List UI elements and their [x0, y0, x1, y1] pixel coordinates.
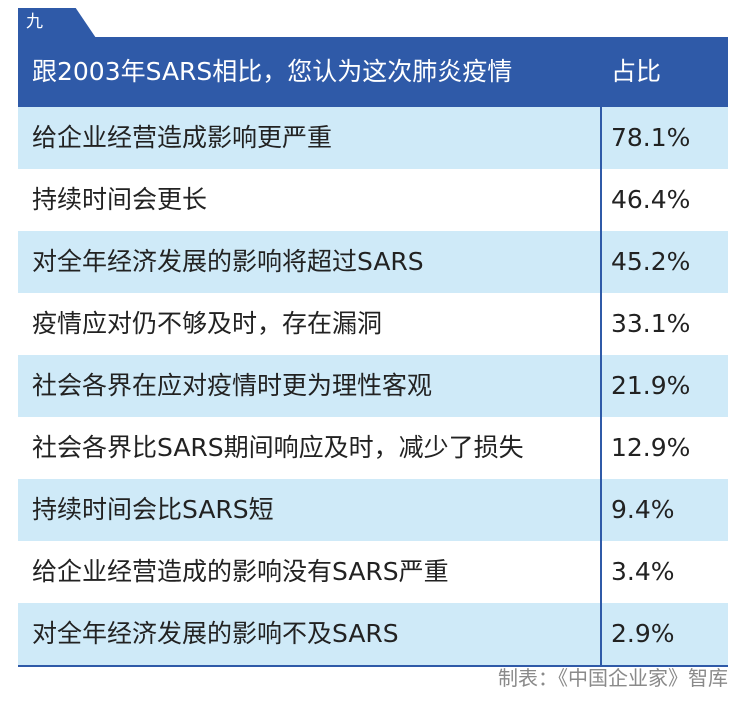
row-label: 疫情应对仍不够及时，存在漏洞 — [32, 309, 383, 338]
row-label: 持续时间会比SARS短 — [32, 495, 274, 524]
table-row: 疫情应对仍不够及时，存在漏洞 33.1% — [18, 293, 728, 355]
table-row: 持续时间会比SARS短 9.4% — [18, 479, 728, 541]
table-row: 给企业经营造成影响更严重 78.1% — [18, 107, 728, 169]
table-row: 持续时间会更长 46.4% — [18, 169, 728, 231]
header-value: 占比 — [611, 57, 662, 86]
row-label: 持续时间会更长 — [32, 185, 208, 214]
row-label: 对全年经济发展的影响不及SARS — [32, 619, 399, 648]
table-header: 跟2003年SARS相比，您认为这次肺炎疫情 占比 — [18, 37, 728, 107]
row-value: 9.4% — [611, 495, 675, 524]
column-divider — [600, 107, 602, 665]
table-row: 对全年经济发展的影响将超过SARS 45.2% — [18, 231, 728, 293]
row-value: 33.1% — [611, 309, 691, 338]
row-value: 78.1% — [611, 123, 691, 152]
source-credit: 制表：《中国企业家》智库 — [498, 666, 728, 690]
row-value: 12.9% — [611, 433, 691, 462]
table-row: 对全年经济发展的影响不及SARS 2.9% — [18, 603, 728, 665]
row-value: 21.9% — [611, 371, 691, 400]
survey-table: 跟2003年SARS相比，您认为这次肺炎疫情 占比 给企业经营造成影响更严重 7… — [18, 37, 728, 667]
row-value: 3.4% — [611, 557, 675, 586]
row-value: 2.9% — [611, 619, 675, 648]
table-row: 社会各界在应对疫情时更为理性客观 21.9% — [18, 355, 728, 417]
row-label: 社会各界在应对疫情时更为理性客观 — [32, 371, 433, 400]
table-row: 给企业经营造成的影响没有SARS严重 3.4% — [18, 541, 728, 603]
row-label: 对全年经济发展的影响将超过SARS — [32, 247, 424, 276]
section-number-tab: 九 — [18, 8, 96, 38]
row-label: 给企业经营造成影响更严重 — [32, 123, 333, 152]
row-value: 45.2% — [611, 247, 691, 276]
row-label: 社会各界比SARS期间响应及时，减少了损失 — [32, 433, 524, 462]
header-question: 跟2003年SARS相比，您认为这次肺炎疫情 — [32, 57, 513, 86]
row-value: 46.4% — [611, 185, 691, 214]
table-body: 给企业经营造成影响更严重 78.1% 持续时间会更长 46.4% 对全年经济发展… — [18, 107, 728, 665]
row-label: 给企业经营造成的影响没有SARS严重 — [32, 557, 449, 586]
section-number-label: 九 — [26, 12, 43, 32]
table-row: 社会各界比SARS期间响应及时，减少了损失 12.9% — [18, 417, 728, 479]
table-bottom-rule — [18, 665, 728, 667]
